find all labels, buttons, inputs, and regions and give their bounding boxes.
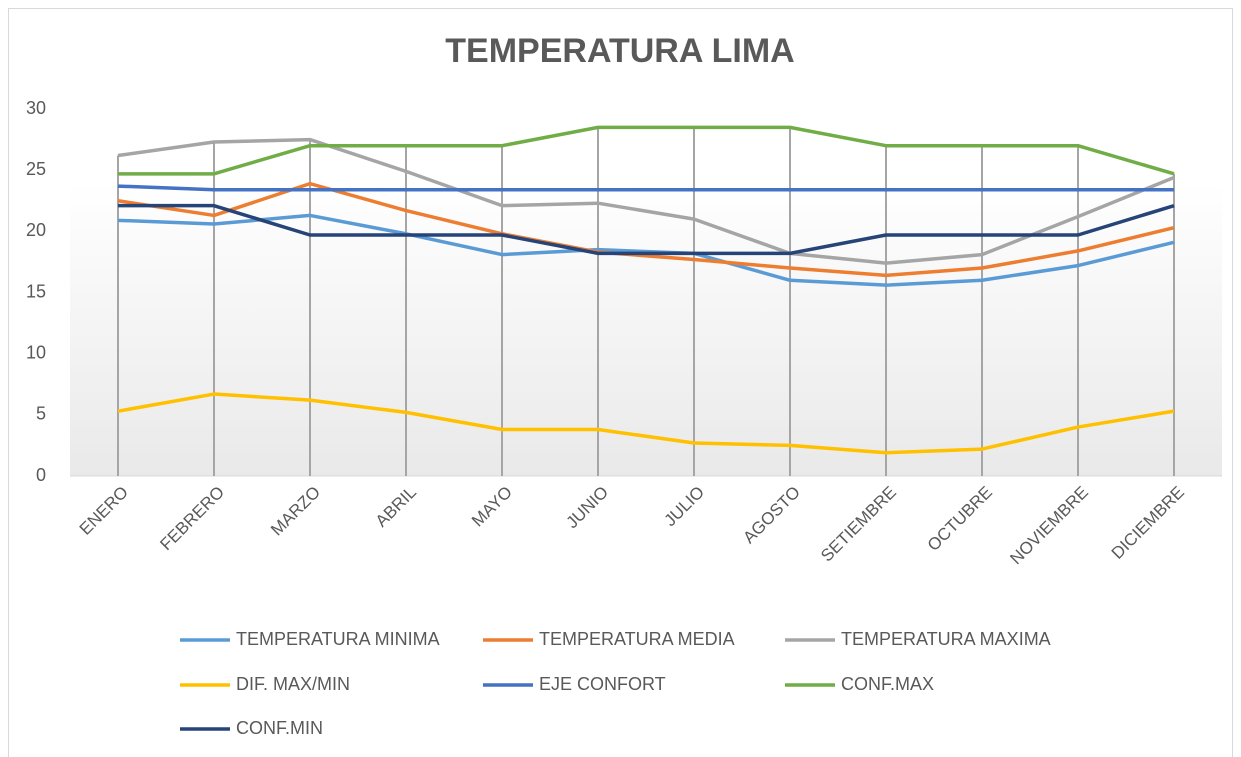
series-line xyxy=(118,203,1175,256)
legend-label: CONF.MAX xyxy=(841,674,934,694)
chart-title: TEMPERATURA LIMA xyxy=(445,32,794,70)
series-line xyxy=(118,125,1175,176)
y-tick-label: 15 xyxy=(26,281,46,301)
y-tick-label: 25 xyxy=(26,159,46,179)
plot-area xyxy=(70,109,1222,476)
series-line xyxy=(117,137,1175,265)
y-tick-label: 5 xyxy=(36,404,46,424)
y-tick-label: 20 xyxy=(26,220,46,240)
y-tick-label: 10 xyxy=(26,342,46,362)
legend-label: TEMPERATURA MINIMA xyxy=(236,629,440,649)
legend-label: CONF.MIN xyxy=(236,718,323,738)
legend-label: TEMPERATURA MAXIMA xyxy=(841,629,1051,649)
legend-label: TEMPERATURA MEDIA xyxy=(539,629,735,649)
series-line xyxy=(117,184,1174,192)
legend-label: EJE CONFORT xyxy=(539,674,666,694)
series-line xyxy=(117,392,1175,455)
y-tick-label: 30 xyxy=(26,98,46,118)
legend-label: DIF. MAX/MIN xyxy=(236,674,350,694)
series-line xyxy=(117,213,1175,287)
y-tick-label: 0 xyxy=(36,465,46,485)
